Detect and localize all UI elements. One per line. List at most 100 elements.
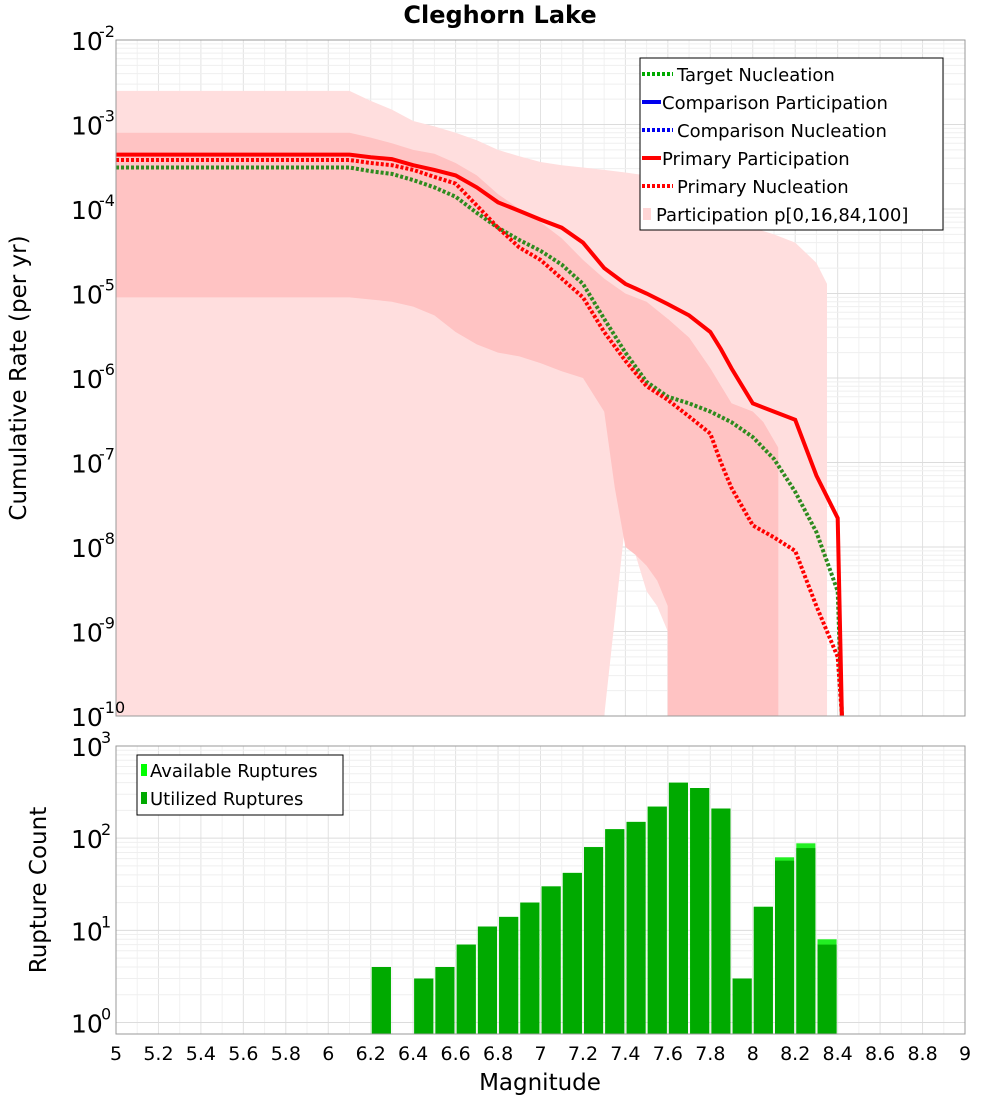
participation-band-p16-p84-fill [667,318,779,716]
bar-utilized [690,788,710,1034]
bar-utilized [753,906,773,1034]
top-y-tick-label: 10 [71,450,103,479]
bar-utilized [584,847,604,1034]
bar-utilized [562,872,582,1034]
top-y-tick-label: 10 [71,703,103,732]
x-tick-label: 6 [322,1043,334,1065]
x-tick-label: 8.8 [907,1043,937,1065]
legend-entry-label: Comparison Participation [662,93,888,114]
legend-swatch-bar [141,764,147,776]
bottom-bars [371,782,837,1034]
series-line-primary-nucleation [116,158,844,717]
bottom-x-ticks: 5 5.2 5.4 5.6 5.8 6 6.2 6.4 6.6 6.8 7 7.2 7.4 7.6 7.8 8… [110,1043,971,1065]
bar-utilized [796,848,816,1034]
legend-entry-label: Utilized Ruptures [150,789,303,810]
x-tick-label: 7.4 [610,1043,640,1065]
series-line-primary-participation [116,152,844,717]
legend-entry-label: Primary Participation [662,149,850,170]
bar-utilized [371,967,391,1034]
legend-entry-label: Primary Nucleation [677,177,849,198]
top-y-tick-exponent: -10 [99,698,125,717]
bar-utilized [775,860,795,1034]
top-legend-box [639,57,944,231]
top-y-tick-exponent: -6 [99,360,115,379]
x-tick-label: 5.4 [186,1043,216,1065]
legend-swatch-band [643,208,651,220]
top-y-tick-exponent: -4 [99,191,115,210]
bottom-y-tick-exponent: 1 [101,912,111,931]
bottom-y-tick-label: 10 [71,733,103,762]
bottom-y-tick-exponent: 0 [101,1004,111,1023]
x-tick-label: 8 [747,1043,759,1065]
top-y-tick-exponent: -7 [99,445,115,464]
top-series-lines [116,152,844,717]
bottom-y-tick-exponent: 2 [101,820,111,839]
bar-utilized [435,967,455,1034]
chart-title: Cleghorn Lake [403,1,596,29]
bar-utilized [541,886,561,1034]
x-tick-label: 7 [534,1043,546,1065]
bottom-y-tick-exponent: 3 [101,728,111,747]
top-y-tick-label: 10 [71,196,103,225]
x-tick-label: 6.8 [483,1043,513,1065]
bar-utilized [456,944,476,1034]
top-percentile-bands [116,90,828,716]
x-tick-label: 7.2 [568,1043,598,1065]
bottom-y-tick-label: 10 [71,1009,103,1038]
bar-utilized [817,944,837,1034]
bottom-plot-frame [115,745,966,1035]
top-y-tick-exponent: -5 [99,276,115,295]
bar-utilized [520,902,540,1034]
bottom-legend-box [136,754,344,816]
top-y-tick-exponent: -2 [99,22,115,41]
x-axis-label: Magnitude [479,1070,601,1096]
bottom-y-axis-label: Rupture Count [26,807,52,973]
bar-utilized [499,916,519,1034]
top-y-tick-label: 10 [71,534,103,563]
x-tick-label: 8.2 [780,1043,810,1065]
top-y-tick-label: 10 [71,281,103,310]
top-plot-frame [115,39,966,717]
legend-entry-label: Comparison Nucleation [677,121,887,142]
top-y-tick-label: 10 [71,365,103,394]
x-tick-label: 7.8 [695,1043,725,1065]
top-y-ticks: 10-210-310-410-510-610-710-810-910-10 [71,22,125,732]
top-y-tick-exponent: -9 [99,614,115,633]
bar-utilized [414,978,434,1034]
series-line-target-nucleation [116,165,844,717]
x-tick-label: 5 [110,1043,122,1065]
bar-utilized [668,782,688,1034]
legend-entry-label: Target Nucleation [676,65,835,86]
top-legend: Target Nucleation Comparison Participatio… [639,57,944,231]
x-tick-label: 5.8 [271,1043,301,1065]
top-y-tick-exponent: -8 [99,529,115,548]
bar-utilized [605,829,625,1034]
x-tick-label: 8.6 [865,1043,895,1065]
bottom-y-tick-label: 10 [71,917,103,946]
top-y-tick-label: 10 [71,27,103,56]
x-tick-label: 6.2 [356,1043,386,1065]
bar-utilized [647,806,667,1034]
top-plot: 10-210-310-410-510-610-710-810-910-10 Cu… [6,22,966,732]
x-tick-label: 6.6 [440,1043,470,1065]
legend-swatch-bar [141,792,147,804]
top-y-tick-exponent: -3 [99,107,115,126]
bottom-gridlines [115,746,966,1034]
x-tick-label: 9 [959,1043,971,1065]
top-y-tick-label: 10 [71,619,103,648]
legend-entry-label: Available Ruptures [150,761,318,782]
top-y-tick-label: 10 [71,112,103,141]
x-tick-label: 8.4 [823,1043,853,1065]
x-tick-label: 5.6 [228,1043,258,1065]
bar-utilized [711,808,731,1034]
x-tick-label: 5.2 [143,1043,173,1065]
bar-utilized [626,821,646,1034]
bar-utilized [477,926,497,1034]
x-tick-label: 7.6 [653,1043,683,1065]
bar-utilized [732,978,752,1034]
top-y-axis-label: Cumulative Rate (per yr) [6,235,32,520]
legend-entry-label: Participation p[0,16,84,100] [656,205,908,226]
